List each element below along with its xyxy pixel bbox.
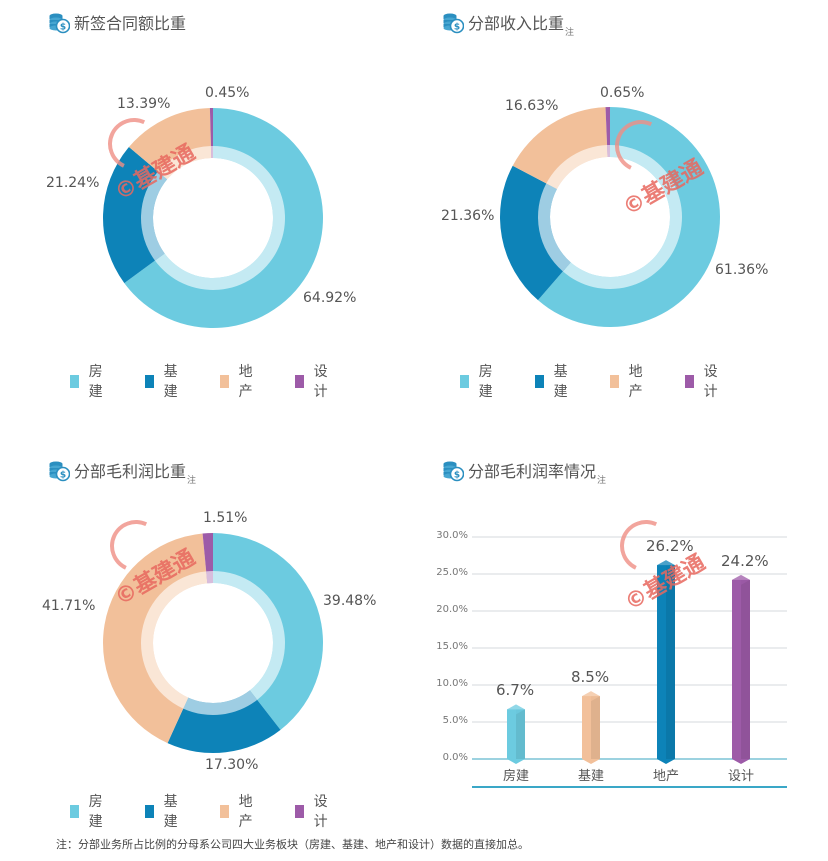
legend-item-realestate: 地产 bbox=[220, 361, 257, 401]
y-tick: 30.0% bbox=[436, 530, 468, 541]
bar bbox=[732, 579, 750, 759]
legend-item-infra: 基建 bbox=[535, 361, 572, 401]
coin-stack-icon bbox=[48, 12, 70, 34]
donut-new-contracts bbox=[103, 108, 323, 328]
bar-value-label: 24.2% bbox=[721, 551, 769, 570]
y-tick: 0.0% bbox=[442, 752, 468, 763]
chart-title-gross-margin: 分部毛利润率情况 注 bbox=[442, 458, 606, 486]
slice-label-realestate: 41.71% bbox=[42, 598, 96, 614]
chart-title-revenue-share: 分部收入比重 注 bbox=[442, 10, 574, 38]
slice-label-realestate: 13.39% bbox=[117, 96, 171, 112]
y-tick: 5.0% bbox=[442, 715, 468, 726]
donut-slice-3 bbox=[605, 107, 610, 158]
donut-slice-0 bbox=[213, 533, 323, 730]
donut-gross-profit-share bbox=[103, 533, 323, 753]
y-tick: 10.0% bbox=[436, 678, 468, 689]
title-note: 注 bbox=[565, 28, 575, 38]
slice-label-realestate: 16.63% bbox=[505, 98, 559, 114]
donut-revenue-share bbox=[500, 107, 720, 327]
slice-label-design: 0.65% bbox=[600, 85, 645, 101]
legend-item-design: 设计 bbox=[295, 361, 332, 401]
bar-plot-area bbox=[472, 536, 787, 788]
legend-item-housing: 房建 bbox=[70, 361, 107, 401]
legend-item-realestate: 地产 bbox=[610, 361, 647, 401]
legend: 房建 基建 地产 设计 bbox=[70, 361, 370, 401]
coin-stack-icon bbox=[442, 12, 464, 34]
x-category-design: 设计 bbox=[727, 769, 754, 784]
x-category-realestate: 地产 bbox=[652, 769, 679, 784]
footnote: 注：分部业务所占比例的分母系公司四大业务板块（房建、基建、地产和设计）数据的直接… bbox=[56, 838, 529, 851]
bar bbox=[507, 709, 525, 759]
bar bbox=[582, 696, 600, 759]
title-text: 分部毛利润比重 bbox=[74, 462, 187, 481]
donut-slice-3 bbox=[202, 533, 213, 584]
slice-label-design: 0.45% bbox=[205, 85, 250, 101]
legend: 房建 基建 地产 设计 bbox=[70, 791, 370, 831]
title-note: 注 bbox=[597, 476, 607, 486]
y-tick: 15.0% bbox=[436, 641, 468, 652]
bar-value-label: 26.2% bbox=[646, 537, 694, 556]
title-note: 注 bbox=[187, 476, 197, 486]
slice-label-housing: 64.92% bbox=[303, 290, 357, 306]
coin-stack-icon bbox=[442, 460, 464, 482]
chart-title-new-contracts: 新签合同额比重 bbox=[48, 10, 186, 34]
legend-item-housing: 房建 bbox=[70, 791, 107, 831]
donut-slice-3 bbox=[209, 108, 213, 159]
y-tick: 20.0% bbox=[436, 604, 468, 615]
bar-value-label: 6.7% bbox=[496, 681, 535, 700]
legend-item-infra: 基建 bbox=[145, 361, 182, 401]
legend-item-infra: 基建 bbox=[145, 791, 182, 831]
title-text: 分部收入比重 bbox=[468, 14, 565, 33]
slice-label-housing: 61.36% bbox=[715, 262, 769, 278]
legend-item-design: 设计 bbox=[295, 791, 332, 831]
legend-item-design: 设计 bbox=[685, 361, 722, 401]
donut-slice-2 bbox=[512, 107, 608, 190]
legend-item-realestate: 地产 bbox=[220, 791, 257, 831]
bar-value-label: 8.5% bbox=[571, 668, 610, 687]
slice-label-design: 1.51% bbox=[203, 510, 248, 526]
slice-label-infra: 21.24% bbox=[46, 175, 100, 191]
legend-item-housing: 房建 bbox=[460, 361, 497, 401]
x-category-infra: 基建 bbox=[577, 769, 604, 784]
bar bbox=[657, 565, 675, 759]
title-text: 分部毛利润率情况 bbox=[468, 462, 597, 481]
chart-title-gross-profit-share: 分部毛利润比重 注 bbox=[48, 458, 196, 486]
slice-label-housing: 39.48% bbox=[323, 593, 377, 609]
slice-label-infra: 17.30% bbox=[205, 757, 259, 773]
coin-stack-icon bbox=[48, 460, 70, 482]
x-category-housing: 房建 bbox=[502, 769, 529, 784]
y-tick: 25.0% bbox=[436, 567, 468, 578]
title-text: 新签合同额比重 bbox=[74, 14, 187, 33]
donut-slice-1 bbox=[500, 165, 571, 301]
legend: 房建 基建 地产 设计 bbox=[460, 361, 760, 401]
slice-label-infra: 21.36% bbox=[441, 208, 495, 224]
